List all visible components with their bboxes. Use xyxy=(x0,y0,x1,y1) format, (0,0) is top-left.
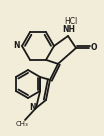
Text: CH₃: CH₃ xyxy=(16,121,28,127)
Text: N: N xyxy=(29,103,35,112)
Text: O: O xyxy=(91,44,97,52)
Text: NH: NH xyxy=(63,26,76,35)
Text: N: N xyxy=(14,41,20,50)
Text: HCl: HCl xyxy=(64,18,78,27)
